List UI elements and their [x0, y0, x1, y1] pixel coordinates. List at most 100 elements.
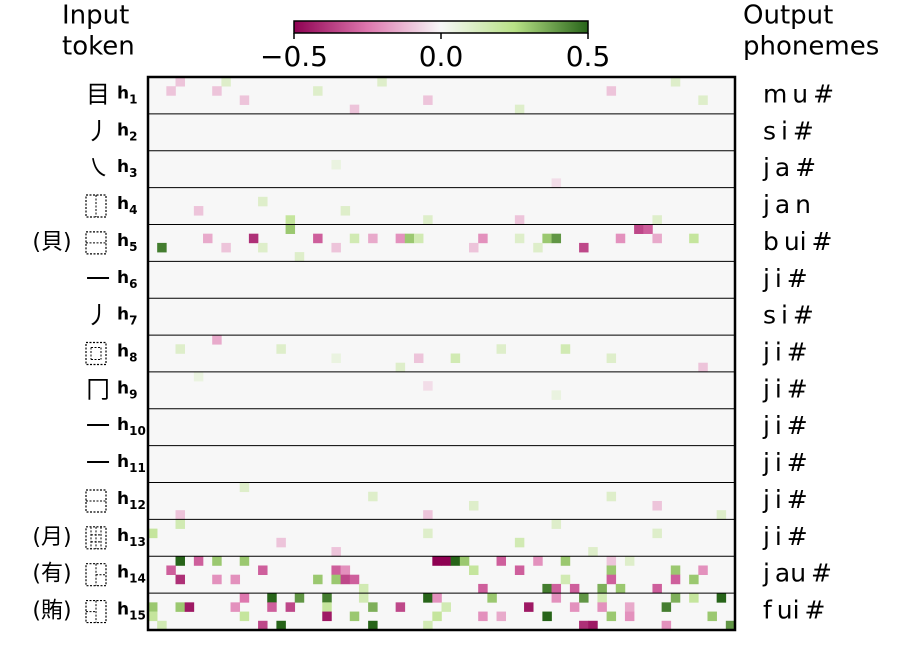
hidden-state: h: [117, 489, 129, 509]
hidden-state: h: [117, 268, 129, 288]
heatmap-cell: [698, 565, 708, 575]
heatmap-cell: [175, 510, 185, 520]
heatmap-cell: [643, 224, 653, 234]
heatmap-cell: [212, 556, 222, 566]
heatmap-cell: [551, 593, 562, 603]
heatmap-cell: [551, 583, 562, 594]
heatmap-cell: [725, 620, 736, 631]
heatmap-cell: [377, 77, 387, 87]
heatmap-cell: [478, 583, 488, 594]
heatmap-cell: [689, 574, 699, 585]
hidden-state-label: h13: [117, 526, 146, 549]
heatmap-cell: [175, 556, 185, 566]
heatmap-cell: [404, 233, 415, 244]
heatmap-cell: [652, 583, 662, 594]
hidden-state-index: 10: [129, 424, 146, 438]
heatmap-cell: [395, 233, 406, 244]
heatmap-frame: [146, 75, 737, 632]
heatmap-cell: [276, 344, 286, 354]
heatmap-cell: [441, 602, 451, 612]
hidden-state-label: h8: [117, 342, 137, 365]
heatmap-cell: [423, 528, 433, 539]
heatmap-cell: [175, 602, 185, 612]
glyph-icon: [85, 526, 107, 550]
heatmap-cell: [148, 528, 158, 539]
heatmap-cell: [175, 519, 185, 529]
glyph-box: [85, 341, 107, 366]
hidden-state: h: [117, 305, 129, 325]
heatmap-cell: [579, 242, 589, 253]
colorbar-tick-label: −0.5: [260, 40, 328, 73]
heatmap-cell: [349, 574, 360, 585]
hidden-state: h: [117, 452, 129, 472]
heatmap-cell: [569, 602, 580, 612]
heatmap-cell: [496, 344, 507, 354]
heatmap-cell: [597, 602, 607, 612]
hidden-state-label: h15: [117, 600, 146, 623]
hidden-state: h: [117, 600, 129, 620]
output-phonemes: j au #: [762, 559, 832, 588]
hidden-state: h: [117, 342, 129, 362]
hidden-state: h: [117, 120, 129, 140]
heatmap-cell: [551, 519, 562, 529]
token-char: 冂: [86, 375, 110, 403]
token-radical: (賄): [32, 599, 71, 624]
heatmap-cell: [258, 565, 268, 575]
token-radical: (貝): [32, 230, 71, 255]
hidden-state-index: 15: [129, 608, 146, 622]
heatmap-cell: [432, 556, 442, 566]
heatmap-cell: [423, 510, 433, 520]
heatmap-cell: [203, 233, 213, 244]
heatmap-cell: [689, 593, 699, 603]
glyph-box: [85, 489, 107, 513]
heatmap-cell: [248, 233, 259, 244]
heatmap-cell: [331, 353, 341, 364]
hidden-state-index: 1: [129, 92, 137, 106]
token-radical: (月): [32, 525, 71, 550]
heatmap-cell: [349, 611, 360, 622]
hidden-state-label: h6: [117, 268, 137, 291]
heatmap-cell: [258, 196, 268, 207]
heatmap-cell: [542, 611, 552, 622]
heatmap-cell: [413, 233, 424, 244]
heatmap-cell: [652, 233, 662, 244]
heatmap-cell: [423, 95, 433, 105]
glyph-icon: [85, 563, 107, 587]
output-phonemes: b ui #: [763, 227, 833, 256]
heatmap-cell: [230, 602, 241, 612]
hidden-state-index: 8: [129, 350, 137, 364]
heatmap-cell: [469, 242, 479, 253]
heatmap-cell: [294, 252, 305, 262]
hidden-state: h: [117, 415, 129, 435]
colorbar-tick-label: 0.5: [566, 40, 611, 73]
heatmap-cell: [606, 574, 617, 585]
left-header: Input: [62, 1, 129, 31]
heatmap-cell: [294, 593, 305, 603]
heatmap-cell: [588, 547, 598, 557]
output-phonemes: j a n: [762, 190, 811, 219]
heatmap-cell: [469, 500, 479, 511]
hidden-state-index: 4: [129, 203, 137, 217]
token-char: 目: [86, 80, 110, 108]
heatmap-cell: [358, 583, 369, 594]
heatmap-cell: [579, 593, 589, 603]
heatmap-cell: [276, 620, 286, 631]
heatmap-cell: [175, 344, 185, 354]
heatmap-cell: [588, 620, 598, 631]
heatmap-cell: [606, 611, 617, 622]
heatmap-cell: [148, 611, 158, 622]
heatmap-cell: [514, 215, 525, 225]
heatmap-cell: [560, 574, 571, 585]
token-radical: (有): [32, 562, 71, 587]
heatmap-cell: [478, 233, 488, 244]
output-phonemes: s i #: [763, 301, 814, 330]
heatmap-cell: [340, 565, 351, 575]
heatmap-cell: [652, 500, 662, 511]
heatmap-cell: [157, 620, 167, 631]
output-phonemes: s i #: [763, 116, 814, 145]
heatmap-cell: [606, 491, 617, 502]
hidden-state-label: h1: [117, 83, 137, 106]
heatmap-cell: [368, 491, 378, 502]
heatmap-cell: [533, 556, 543, 566]
